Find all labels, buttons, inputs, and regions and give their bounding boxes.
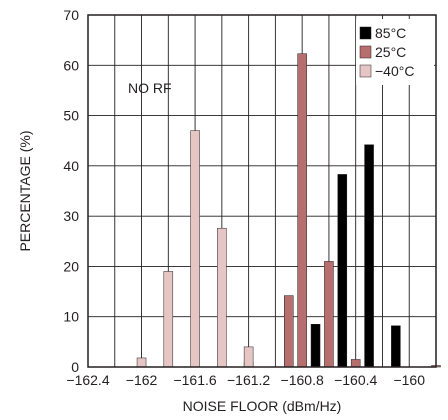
bar-25-c-160-4 [350, 359, 361, 368]
y-tick-label: 70 [63, 7, 79, 23]
x-tick-label: −162.4 [66, 372, 109, 388]
y-tick-label: 40 [63, 158, 79, 174]
y-tick-label: 0 [71, 359, 79, 375]
bar-40-c-161-8 [163, 271, 174, 368]
bar-85-c-160-3 [364, 144, 374, 368]
legend-swatch-85c [359, 26, 372, 40]
y-tick-label: 50 [63, 108, 79, 124]
legend-label-minus40c: −40°C [375, 63, 414, 79]
legend-swatch-minus40c [359, 64, 372, 78]
axis-ticks: −162.4 −162 −161.6 −161.2 −160.8 −160.4 −160 0 1… [63, 7, 425, 388]
bar-40-c-161-4 [217, 227, 227, 368]
bar-85-c-160-1 [391, 325, 401, 368]
x-tick-label: −160.4 [334, 372, 377, 388]
bar-85-c-160-5 [337, 174, 348, 368]
y-axis-title: PERCENTAGE (%) [17, 130, 33, 251]
y-tick-label: 20 [63, 258, 79, 274]
y-tick-label: 10 [63, 309, 79, 325]
legend-label-85c: 85°C [375, 25, 406, 41]
bar-40-c-162 [136, 357, 147, 368]
bars [136, 53, 441, 368]
bar-40-c-161-2 [243, 346, 254, 368]
y-tick-label: 30 [63, 208, 79, 224]
bar-40-c-161-6 [190, 130, 200, 368]
legend-swatch-25c [359, 45, 372, 59]
bar-25-c-160-8 [297, 53, 307, 368]
x-tick-label: −160 [393, 372, 425, 388]
x-tick-label: −160.8 [281, 372, 324, 388]
bar-85-c-160-7 [310, 324, 321, 368]
x-axis-title: NOISE FLOOR (dBm/Hz) [183, 398, 342, 414]
x-tick-label: −161.6 [173, 372, 216, 388]
legend: 85°C 25°C −40°C [356, 19, 434, 85]
x-tick-label: −162 [126, 372, 158, 388]
y-tick-label: 60 [63, 57, 79, 73]
legend-label-25c: 25°C [375, 44, 406, 60]
bar-25-c-160-6 [324, 261, 334, 368]
x-tick-label: −161.2 [227, 372, 270, 388]
plot-frame [87, 14, 437, 368]
no-rf-annotation: NO RF [128, 80, 172, 96]
bar-25-c-160-9 [284, 295, 294, 368]
